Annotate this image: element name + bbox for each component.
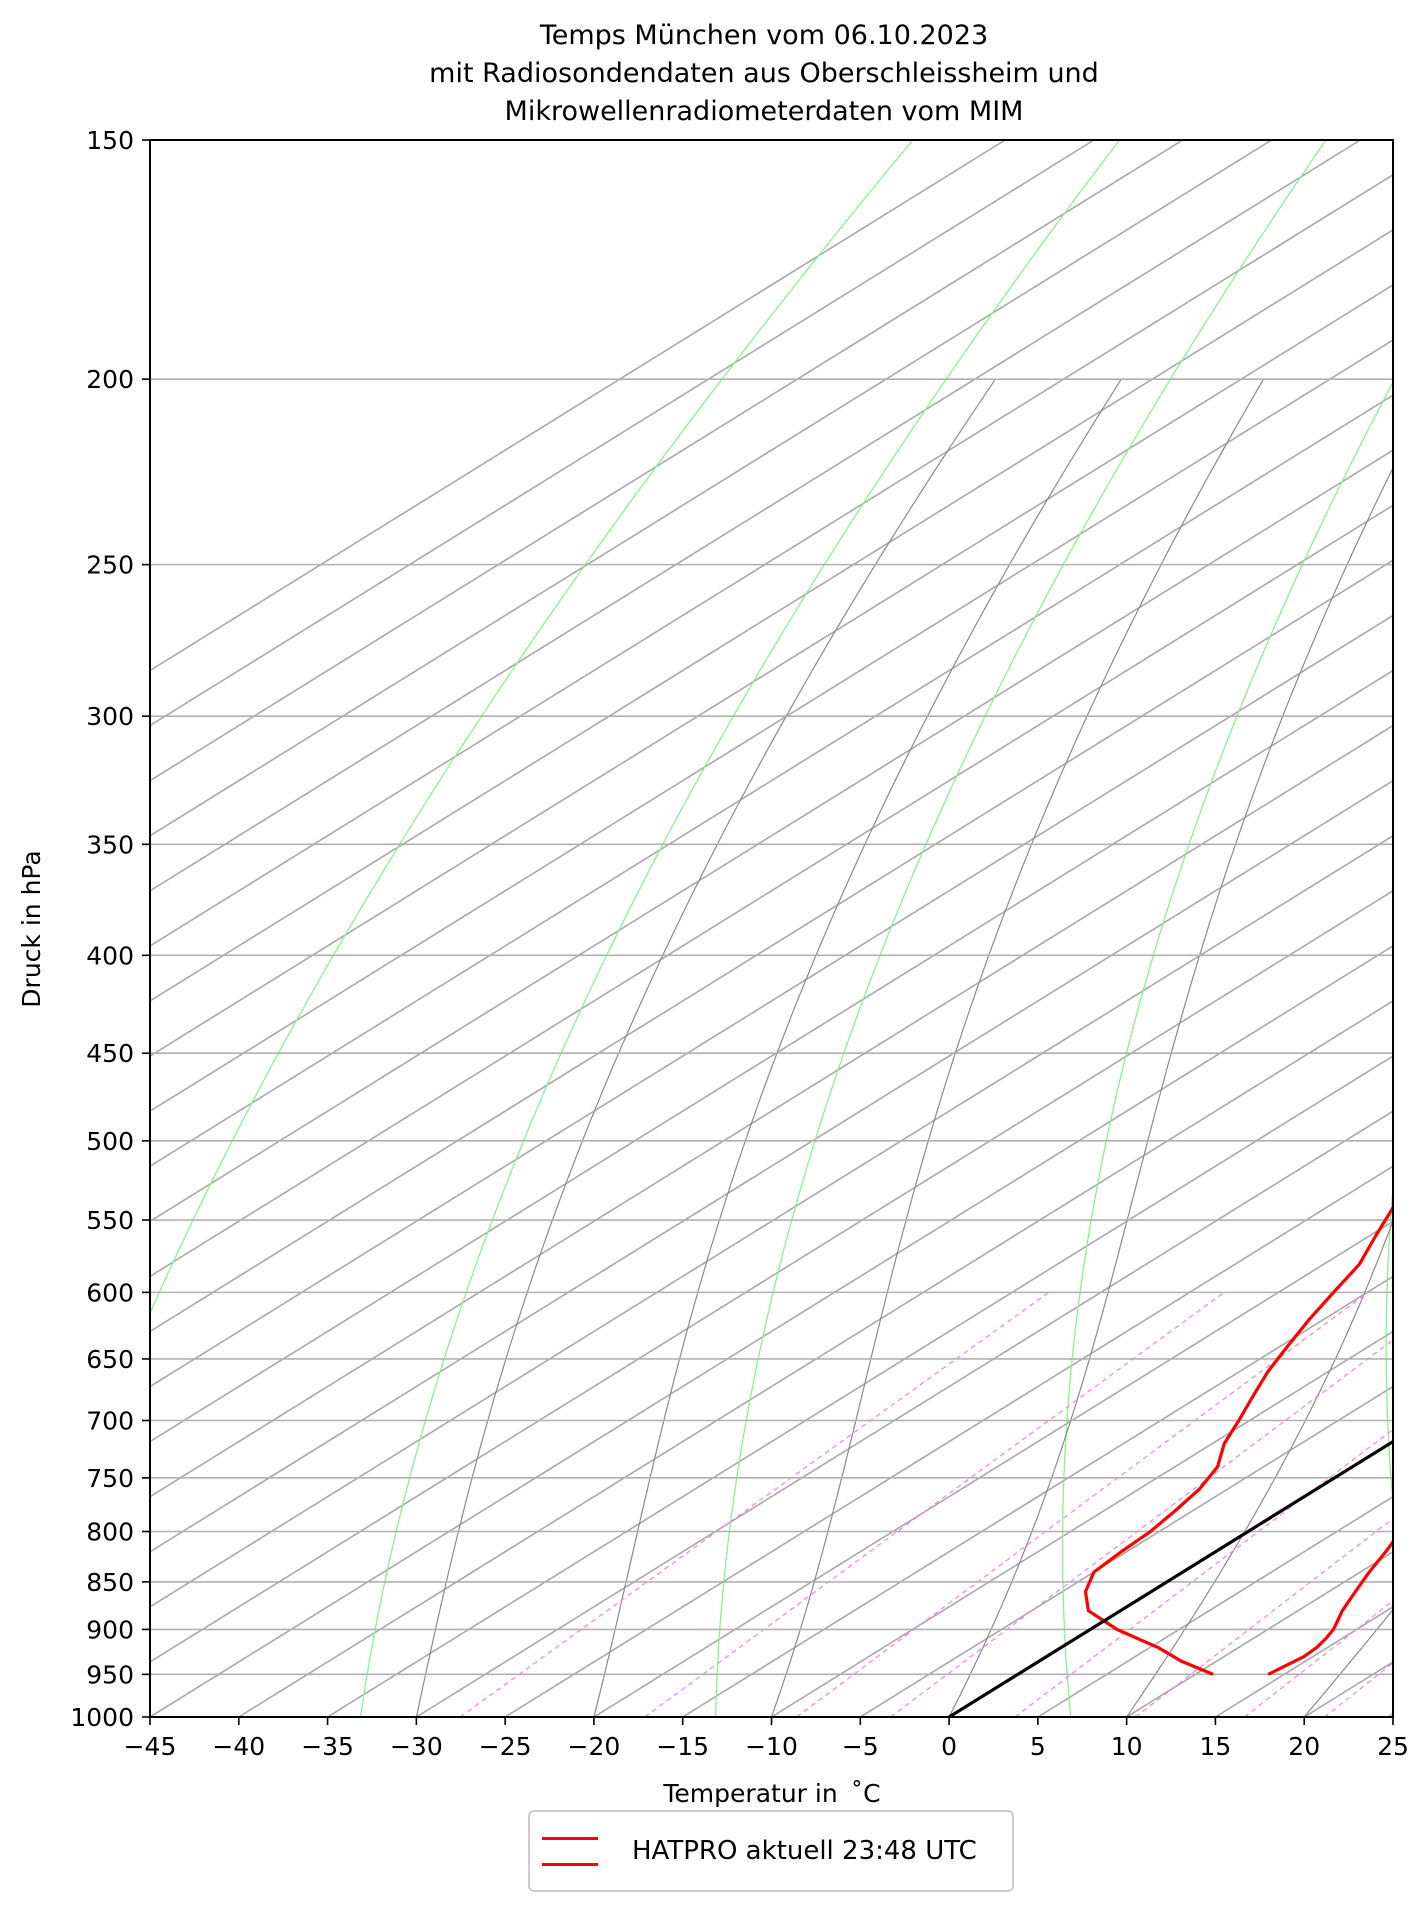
dry-adiabat-line xyxy=(1385,1180,1393,1510)
isotherm-line xyxy=(859,1385,1393,1717)
dry-adiabat-line xyxy=(150,140,914,1315)
isotherm-zero-series-line xyxy=(948,1439,1393,1717)
moist-adiabat-line xyxy=(1126,1219,1393,1717)
isotherm-line xyxy=(150,504,1393,1278)
mixing-ratio-line xyxy=(1014,1428,1393,1717)
isotherm-line xyxy=(150,669,1393,1443)
y-axis-label: Druck in hPa xyxy=(17,850,46,1007)
legend-swatch-dewpoint xyxy=(542,1863,598,1866)
x-tick-label: 20 xyxy=(1288,1732,1320,1761)
isotherm-line xyxy=(150,140,1272,837)
temperature-series-line xyxy=(1267,1539,1393,1676)
isotherm-line xyxy=(150,140,1095,727)
moist-adiabat-line xyxy=(593,378,1122,1717)
x-tick-label: 0 xyxy=(941,1732,957,1761)
isotherm-line xyxy=(150,394,1393,1168)
x-tick-label: 25 xyxy=(1377,1732,1409,1761)
y-tick-label: 450 xyxy=(86,1039,134,1068)
legend: HATPRO aktuell 23:48 UTC xyxy=(528,1810,1014,1892)
mixing-ratio-line xyxy=(459,1291,1050,1717)
mixing-ratio-line xyxy=(890,1339,1393,1717)
x-tick-label: 10 xyxy=(1111,1732,1143,1761)
isotherm-line xyxy=(150,944,1393,1717)
moist-adiabat-line xyxy=(415,378,996,1717)
isotherm-line xyxy=(150,140,1184,782)
y-tick-label: 600 xyxy=(86,1278,134,1307)
y-axis: 1000 950 900 850 800 750 700 650 600 550 500 450 400… xyxy=(70,126,150,1732)
dry-adiabat-line xyxy=(1061,380,1393,1717)
x-tick-label: −5 xyxy=(842,1732,879,1761)
y-tick-label: 300 xyxy=(86,702,134,731)
moist-adiabat-line xyxy=(1303,1608,1393,1717)
isotherm-line xyxy=(150,140,1361,892)
moist-adiabat-line xyxy=(948,466,1393,1717)
x-tick-label: −30 xyxy=(390,1732,443,1761)
y-tick-label: 750 xyxy=(86,1464,134,1493)
x-axis-label: Temperatur in ˚C xyxy=(662,1779,880,1808)
isotherm-line xyxy=(415,1110,1393,1717)
y-tick-label: 350 xyxy=(86,830,134,859)
isotherm-line xyxy=(150,284,1393,1058)
x-tick-label: −15 xyxy=(656,1732,709,1761)
isotherm-line xyxy=(682,1275,1393,1717)
y-tick-label: 400 xyxy=(86,941,134,970)
isotherm-line xyxy=(150,449,1393,1223)
isotherm-line xyxy=(593,1220,1393,1717)
y-tick-label: 850 xyxy=(86,1568,134,1597)
x-tick-label: −20 xyxy=(568,1732,621,1761)
mixing-ratio-line xyxy=(1244,1600,1393,1717)
isotherm-line xyxy=(150,724,1393,1498)
isotherm-line xyxy=(948,1440,1393,1717)
isotherm-line xyxy=(1037,1495,1393,1717)
y-tick-label: 650 xyxy=(86,1345,134,1374)
isotherm-line xyxy=(150,614,1393,1388)
x-tick-label: 5 xyxy=(1030,1732,1046,1761)
isotherm-line xyxy=(150,228,1393,1002)
x-tick-label: −40 xyxy=(212,1732,265,1761)
isotherm-line xyxy=(150,834,1393,1608)
y-tick-label: 500 xyxy=(86,1127,134,1156)
x-tick-label: −45 xyxy=(124,1732,177,1761)
x-axis: −45 −40 −35 −30 −25 −20 −15 −10 −5 0 5 10 15 20 25 xyxy=(124,1717,1409,1761)
legend-swatch-temperature xyxy=(542,1837,598,1840)
isotherm-line xyxy=(150,140,1006,672)
isotherm-line xyxy=(150,889,1393,1663)
isotherm-line xyxy=(150,173,1393,947)
y-tick-label: 250 xyxy=(86,551,134,580)
dewpoint-series-line xyxy=(1083,1204,1393,1676)
chart-title-line-2: mit Radiosondendaten aus Oberschleisshei… xyxy=(429,58,1099,89)
isotherm-line xyxy=(1303,1660,1393,1717)
y-tick-label: 900 xyxy=(86,1615,134,1644)
mixing-ratio-line xyxy=(644,1291,1225,1717)
isotherm-line xyxy=(150,339,1393,1113)
isotherm-line xyxy=(327,1055,1393,1717)
x-tick-label: −35 xyxy=(301,1732,354,1761)
isotherm-line xyxy=(504,1165,1393,1717)
y-tick-label: 950 xyxy=(86,1660,134,1689)
chart-title-line-1: Temps München vom 06.10.2023 xyxy=(539,20,988,51)
y-tick-label: 550 xyxy=(86,1206,134,1235)
x-tick-label: −10 xyxy=(745,1732,798,1761)
mixing-ratio-line xyxy=(796,1291,1369,1717)
y-tick-label: 700 xyxy=(86,1407,134,1436)
dry-adiabat-line xyxy=(359,140,1120,1717)
y-tick-label: 1000 xyxy=(70,1703,134,1732)
mixing-ratio-line xyxy=(1324,1662,1393,1717)
mixing-ratio-line xyxy=(1135,1517,1393,1717)
dry-adiabat-line xyxy=(714,140,1327,1717)
x-tick-label: −25 xyxy=(479,1732,532,1761)
y-tick-label: 150 xyxy=(86,126,134,155)
x-tick-label: 15 xyxy=(1200,1732,1232,1761)
legend-label: HATPRO aktuell 23:48 UTC xyxy=(632,1836,977,1866)
isotherm-line xyxy=(1392,1716,1393,1717)
isotherm-line xyxy=(1215,1605,1393,1717)
isotherm-line xyxy=(150,559,1393,1333)
y-tick-label: 800 xyxy=(86,1518,134,1547)
chart-title-line-3: Mikrowellenradiometerdaten vom MIM xyxy=(505,96,1024,127)
isotherm-line xyxy=(238,1000,1393,1717)
isotherm-line xyxy=(771,1330,1393,1717)
isotherm-line xyxy=(150,779,1393,1553)
y-tick-label: 200 xyxy=(86,365,134,394)
